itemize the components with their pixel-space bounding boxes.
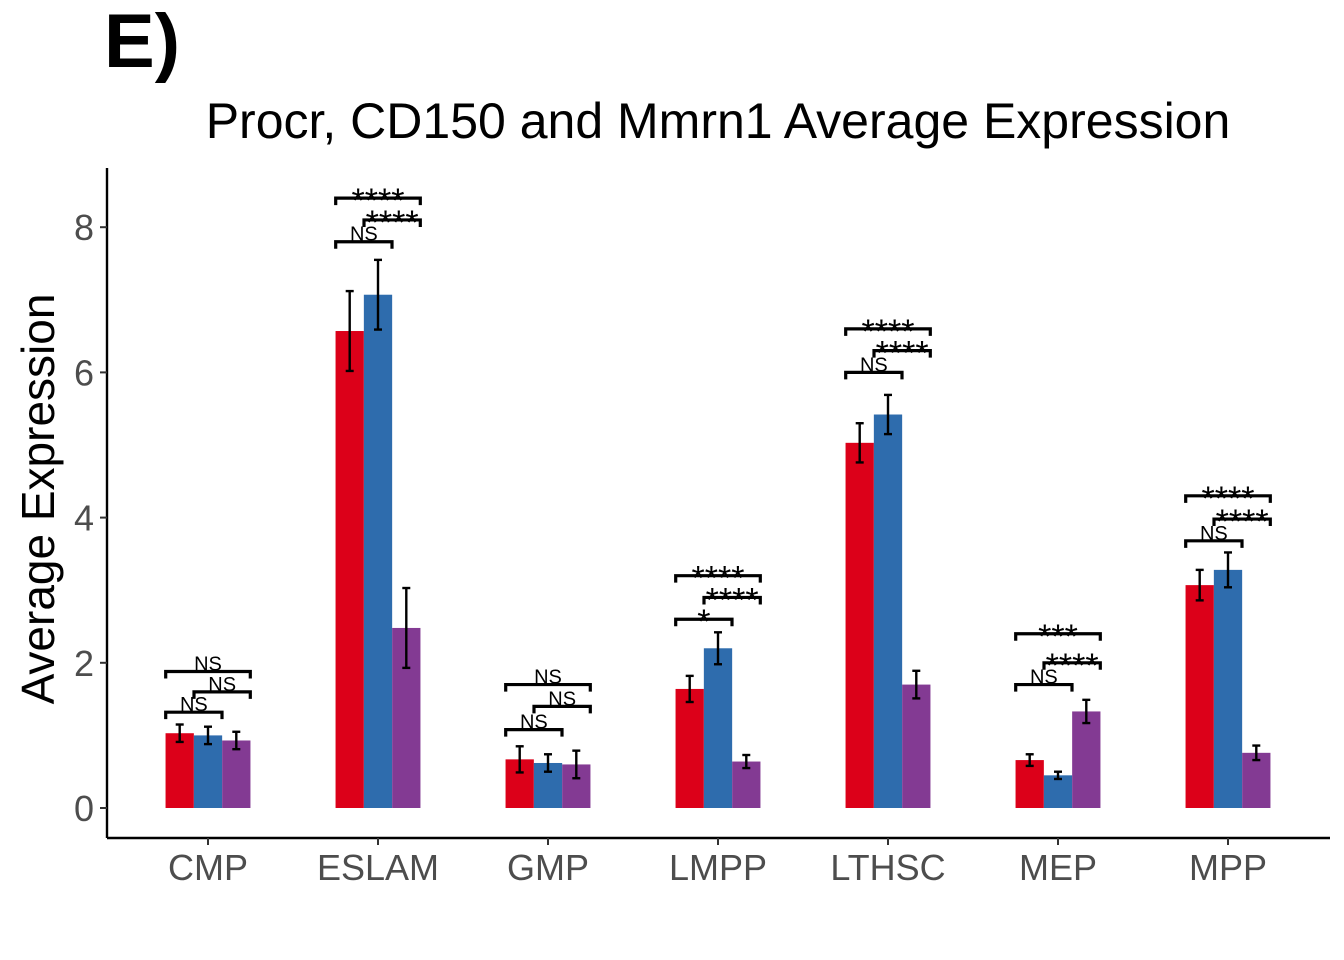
significance-label: **** [706, 581, 759, 619]
significance-label: **** [1202, 480, 1255, 518]
bar [363, 294, 393, 808]
panel-label: E) [104, 0, 180, 84]
significance-label: NS [1200, 523, 1228, 545]
y-tick-label: 0 [74, 788, 94, 829]
significance-bracket [674, 574, 762, 583]
bar [873, 414, 903, 808]
significance-label: **** [352, 182, 405, 220]
bar [902, 684, 931, 808]
bar [1015, 760, 1044, 808]
x-tick-label: ESLAM [317, 847, 439, 888]
significance-bracket [192, 690, 252, 699]
significance-bracket [674, 617, 734, 627]
bar [732, 761, 761, 808]
significance-label: **** [366, 204, 419, 242]
bar [675, 688, 704, 808]
significance-bracket [532, 704, 592, 714]
y-tick-label: 8 [74, 207, 94, 248]
significance-bracket [362, 218, 422, 227]
significance-bracket [334, 196, 422, 206]
significance-bracket [164, 669, 252, 679]
y-tick-label: 2 [74, 643, 94, 684]
significance-label: **** [876, 335, 929, 373]
significance-bracket [1042, 661, 1102, 670]
x-tick-label: LMPP [669, 847, 767, 888]
significance-label: NS [860, 354, 888, 376]
bar [165, 733, 194, 808]
significance-bracket [334, 240, 394, 249]
significance-bracket [1014, 682, 1074, 692]
bar [1185, 585, 1214, 808]
significance-label: **** [1046, 647, 1099, 685]
bar [1043, 775, 1073, 808]
significance-bracket [504, 727, 564, 737]
bar [193, 735, 223, 808]
y-tick-label: 4 [74, 498, 94, 539]
bar [335, 331, 364, 808]
bar [1242, 752, 1271, 808]
bar [1213, 569, 1243, 808]
bar [845, 442, 874, 808]
y-axis-label: Average Expression [12, 294, 64, 705]
significance-bracket [872, 349, 932, 358]
significance-label: * [697, 603, 710, 641]
x-tick-label: LTHSC [830, 847, 945, 888]
y-tick-label: 6 [74, 352, 94, 393]
bar [222, 740, 251, 808]
x-tick-label: CMP [168, 847, 248, 888]
significance-label: **** [692, 560, 745, 598]
significance-label: NS [534, 667, 562, 689]
x-tick-label: MEP [1019, 847, 1097, 888]
significance-bracket [1014, 632, 1102, 641]
significance-label: NS [520, 712, 548, 734]
significance-label: NS [350, 224, 378, 246]
significance-label: NS [180, 694, 208, 716]
significance-label: **** [1216, 503, 1269, 541]
significance-bracket [1212, 517, 1272, 527]
x-tick-label: GMP [507, 847, 589, 888]
significance-label: *** [1038, 618, 1078, 656]
significance-bracket [702, 595, 762, 605]
significance-label: **** [862, 313, 915, 351]
significance-bracket [844, 327, 932, 336]
bar [1072, 711, 1101, 808]
significance-label: NS [208, 674, 236, 696]
significance-label: NS [1030, 667, 1058, 689]
significance-bracket [164, 710, 224, 720]
significance-label: NS [548, 688, 576, 710]
x-tick-label: MPP [1189, 847, 1267, 888]
significance-label: NS [194, 654, 222, 676]
bar [703, 648, 733, 808]
chart-title: Procr, CD150 and Mmrn1 Average Expressio… [205, 93, 1231, 149]
significance-bracket [1184, 539, 1244, 548]
significance-bracket [504, 682, 592, 692]
significance-bracket [1184, 494, 1272, 503]
significance-bracket [844, 370, 904, 380]
